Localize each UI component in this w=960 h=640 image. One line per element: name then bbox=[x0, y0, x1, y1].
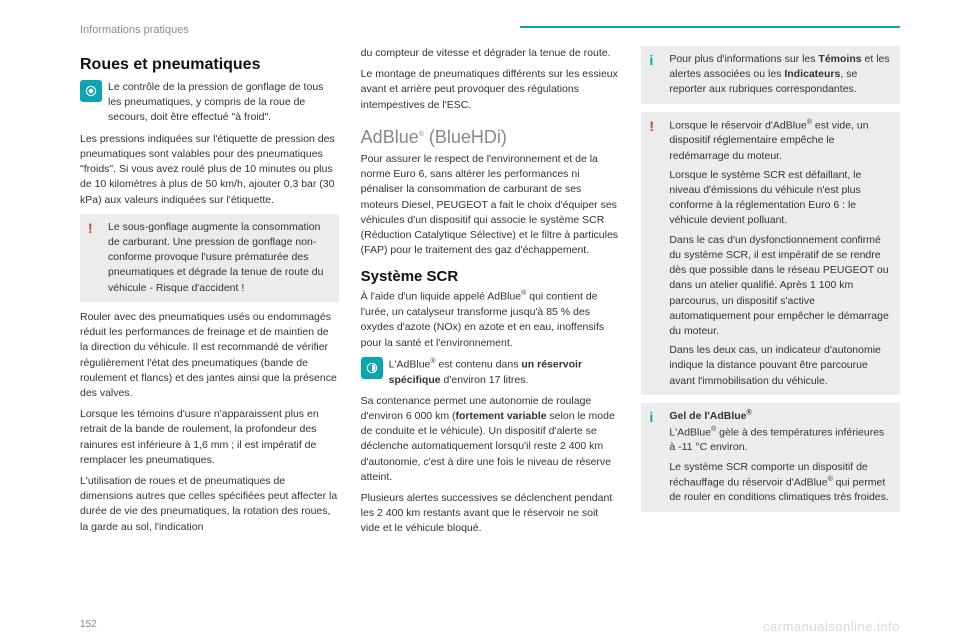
lead-adblue-tank-text: L'AdBlue® est contenu dans un réservoir … bbox=[389, 357, 620, 388]
page-number: 152 bbox=[80, 619, 97, 630]
heading-scr: Système SCR bbox=[361, 268, 620, 285]
column-3: i Pour plus d'informations sur les Témoi… bbox=[641, 46, 900, 543]
adblue-tank-icon bbox=[361, 357, 383, 379]
warning-underinflation: ! Le sous-gonflage augmente la consommat… bbox=[80, 214, 339, 302]
heading-adblue: AdBlue® (BlueHDi) bbox=[361, 127, 620, 148]
heading-wheels-tyres: Roues et pneumatiques bbox=[80, 56, 339, 74]
p-different-tyres: Le montage de pneumatiques différents su… bbox=[361, 67, 620, 113]
warning-underinflation-text: Le sous-gonflage augmente la consommatio… bbox=[108, 220, 331, 296]
heading-adblue-name: AdBlue bbox=[361, 127, 419, 147]
info-adblue-gel: i Gel de l'AdBlue® L'AdBlue® gèle à des … bbox=[641, 403, 900, 512]
p-adblue-range: Sa contenance permet une autonomie de ro… bbox=[361, 394, 620, 485]
warning-icon: ! bbox=[88, 220, 102, 296]
tyre-check-icon bbox=[80, 80, 102, 102]
info-icon: i bbox=[649, 409, 663, 506]
p-adblue-intro: Pour assurer le respect de l'environneme… bbox=[361, 152, 620, 259]
lead-tyre-check: Le contrôle de la pression de gonflage d… bbox=[80, 80, 339, 126]
warning-adblue-empty-text: Lorsque le réservoir d'AdBlue® est vide,… bbox=[669, 118, 892, 389]
lead-tyre-check-text: Le contrôle de la pression de gonflage d… bbox=[108, 80, 339, 126]
info-icon: i bbox=[649, 52, 663, 98]
p-scr-liquid: À l'aide d'un liquide appelé AdBlue® qui… bbox=[361, 289, 620, 350]
header-accent-line bbox=[520, 26, 900, 28]
p-nonspec-dimensions: L'utilisation de roues et de pneumatique… bbox=[80, 474, 339, 535]
column-2: du compteur de vitesse et dégrader la te… bbox=[361, 46, 620, 543]
reg-mark-icon: ® bbox=[747, 410, 752, 417]
p-tyre-label: Les pressions indiquées sur l'étiquette … bbox=[80, 132, 339, 208]
info-indicators-text: Pour plus d'informations sur les Témoins… bbox=[669, 52, 892, 98]
p-adblue-alerts: Plusieurs alertes successives se déclenc… bbox=[361, 491, 620, 537]
column-1: Roues et pneumatiques Le contrôle de la … bbox=[80, 46, 339, 543]
warning-adblue-empty: ! Lorsque le réservoir d'AdBlue® est vid… bbox=[641, 112, 900, 395]
p-cont-speedo: du compteur de vitesse et dégrader la te… bbox=[361, 46, 620, 61]
watermark: carmanualsonline.info bbox=[763, 619, 900, 634]
p-worn-tyres: Rouler avec des pneumatiques usés ou end… bbox=[80, 310, 339, 401]
info-adblue-gel-text: Gel de l'AdBlue® L'AdBlue® gèle à des te… bbox=[669, 409, 892, 506]
lead-adblue-tank: L'AdBlue® est contenu dans un réservoir … bbox=[361, 357, 620, 388]
info-indicators: i Pour plus d'informations sur les Témoi… bbox=[641, 46, 900, 104]
p-wear-indicators: Lorsque les témoins d'usure n'apparaisse… bbox=[80, 407, 339, 468]
heading-adblue-suffix: (BlueHDi) bbox=[424, 127, 507, 147]
warning-icon: ! bbox=[649, 118, 663, 389]
